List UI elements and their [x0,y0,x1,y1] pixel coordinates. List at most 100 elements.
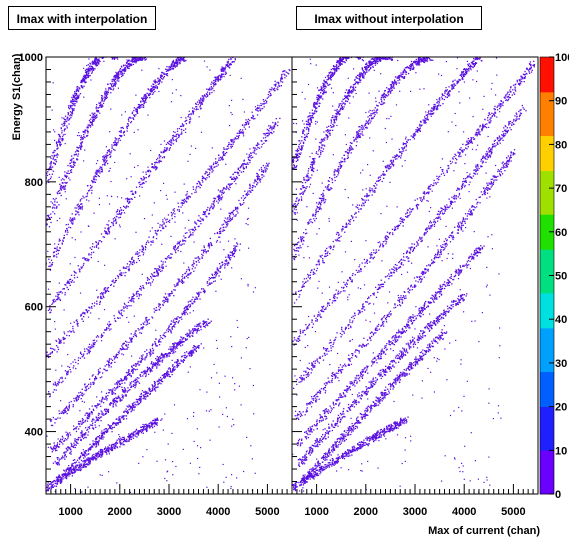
data-point [58,382,60,384]
data-point [50,347,52,349]
data-point [115,320,117,322]
data-point [163,299,165,302]
data-point [46,354,48,356]
data-point [154,82,156,84]
data-point [161,418,163,420]
data-point [277,124,279,127]
data-point [83,393,85,395]
data-point [121,399,123,401]
data-point [154,365,157,367]
data-point [190,113,192,116]
data-point [100,166,102,168]
data-point [111,392,113,394]
data-point [136,295,138,297]
data-point [164,300,166,302]
data-point [81,420,84,422]
data-point [90,254,92,256]
data-point [158,360,160,362]
data-point [122,442,124,444]
data-point [230,257,232,259]
data-point [167,70,169,72]
data-point [77,211,80,213]
data-point [119,210,121,212]
data-point [63,338,65,340]
data-point [108,229,110,231]
data-point [68,366,71,368]
data-point [131,369,133,371]
data-point [64,474,66,477]
data-point [104,292,106,294]
data-point [56,457,58,459]
data-point [62,338,65,341]
data-point [112,89,114,91]
data-point [219,231,222,233]
data-point [199,99,202,101]
data-point [108,226,110,228]
data-point [237,138,239,140]
data-point [110,425,112,427]
data-point [87,414,89,416]
data-point [257,177,259,179]
data-point [250,117,253,119]
data-point [119,383,121,385]
data-point [89,350,91,352]
data-point [206,88,208,90]
data-point [55,298,58,301]
data-point [196,106,198,108]
data-point [210,166,213,168]
data-point [193,329,195,331]
data-point [188,355,191,357]
data-point [86,199,88,201]
data-point [216,165,218,167]
data-point [155,363,158,365]
data-point [223,153,225,155]
data-point [99,293,102,295]
data-point [113,399,115,402]
data-point [144,94,146,96]
data-point [64,292,66,294]
data-point [231,145,234,147]
data-point [236,135,238,137]
data-point [154,86,157,89]
data-point [97,336,100,338]
data-point [50,447,52,449]
data-point [147,319,149,321]
data-point [119,400,121,402]
data-point [203,95,206,97]
data-point [85,466,87,468]
data-point [70,468,72,471]
data-point [188,351,190,353]
data-point [102,294,104,296]
data-point [171,373,173,376]
data-point [132,431,135,433]
data-point [112,388,114,390]
data-point [180,202,182,204]
data-point [153,80,155,82]
data-point [184,314,186,316]
data-point [86,459,88,461]
data-point [81,423,83,425]
data-point [110,389,112,391]
data-point [235,245,237,247]
data-point [62,476,64,478]
data-point [176,364,178,367]
data-point [258,107,260,109]
data-point [93,120,95,122]
data-point [83,312,85,315]
data-point [79,469,82,472]
data-point [74,444,76,446]
data-point [123,436,125,438]
data-point [54,255,56,257]
data-point [181,279,183,281]
data-point [163,75,165,78]
data-point [154,384,156,386]
data-point [50,311,52,313]
data-point [229,251,231,253]
data-point [106,449,108,451]
data-point [263,167,266,169]
data-point [193,349,195,351]
data-point [141,55,142,56]
data-point [65,431,67,433]
data-point [108,329,111,331]
data-point [163,156,165,158]
